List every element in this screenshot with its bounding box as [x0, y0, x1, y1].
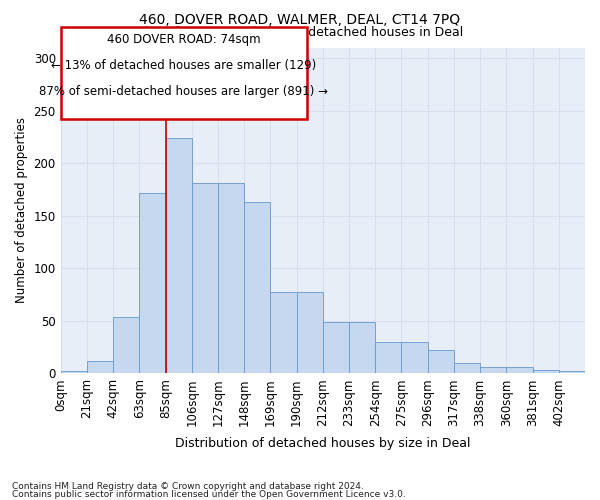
Bar: [139, 192, 166, 374]
Text: Contains HM Land Registry data © Crown copyright and database right 2024.: Contains HM Land Registry data © Crown c…: [12, 482, 364, 491]
Bar: [349, 322, 375, 374]
Bar: [428, 350, 454, 374]
Bar: [323, 322, 349, 374]
Text: 460, DOVER ROAD, WALMER, DEAL, CT14 7PQ: 460, DOVER ROAD, WALMER, DEAL, CT14 7PQ: [139, 12, 461, 26]
Bar: [401, 342, 428, 374]
Bar: [375, 342, 401, 374]
Bar: [218, 183, 244, 374]
Text: 460 DOVER ROAD: 74sqm: 460 DOVER ROAD: 74sqm: [107, 32, 260, 46]
Bar: [61, 372, 87, 374]
Bar: [166, 138, 192, 374]
Text: ← 13% of detached houses are smaller (129): ← 13% of detached houses are smaller (12…: [51, 58, 317, 71]
Text: 87% of semi-detached houses are larger (891) →: 87% of semi-detached houses are larger (…: [40, 85, 328, 98]
Bar: [533, 370, 559, 374]
Bar: [113, 316, 139, 374]
Y-axis label: Number of detached properties: Number of detached properties: [15, 118, 28, 304]
Bar: [506, 367, 533, 374]
Bar: [244, 202, 271, 374]
Bar: [454, 363, 480, 374]
Text: Size of property relative to detached houses in Deal: Size of property relative to detached ho…: [137, 26, 463, 39]
Bar: [192, 183, 218, 374]
Text: Contains public sector information licensed under the Open Government Licence v3: Contains public sector information licen…: [12, 490, 406, 499]
Bar: [559, 372, 585, 374]
Bar: [296, 292, 323, 374]
X-axis label: Distribution of detached houses by size in Deal: Distribution of detached houses by size …: [175, 437, 470, 450]
Bar: [480, 367, 506, 374]
Bar: [87, 361, 113, 374]
Bar: [271, 292, 296, 374]
